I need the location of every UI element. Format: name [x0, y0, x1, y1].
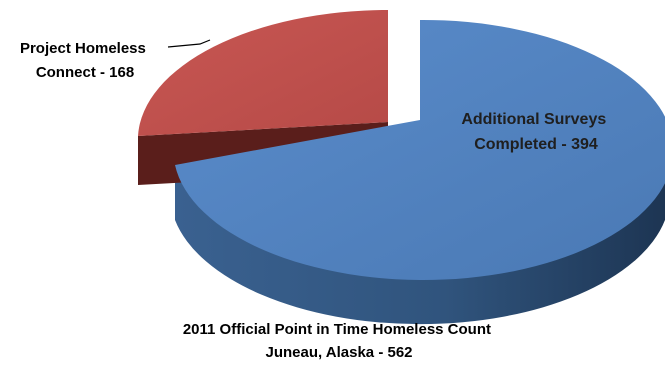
slice-label: Project Homeless Connect - 168: [20, 40, 150, 81]
caption-line: Juneau, Alaska - 562: [265, 344, 412, 361]
pie-slice-side: [175, 165, 665, 325]
slice-label-line: Connect - 168: [36, 64, 134, 81]
slice-label-line: Project Homeless: [20, 40, 146, 57]
pie-slice-group: [138, 9, 665, 325]
slice-label-line: Completed - 394: [474, 136, 598, 153]
leader-line: [167, 39, 211, 48]
pie-slice: [175, 19, 665, 280]
slice-label: Additional Surveys Completed - 394: [461, 111, 610, 153]
pie-slice: [138, 9, 388, 136]
caption-line: 2011 Official Point in Time Homeless Cou…: [183, 321, 491, 338]
slice-label-line: Additional Surveys: [461, 111, 606, 128]
chart-caption: 2011 Official Point in Time Homeless Cou…: [183, 321, 495, 361]
